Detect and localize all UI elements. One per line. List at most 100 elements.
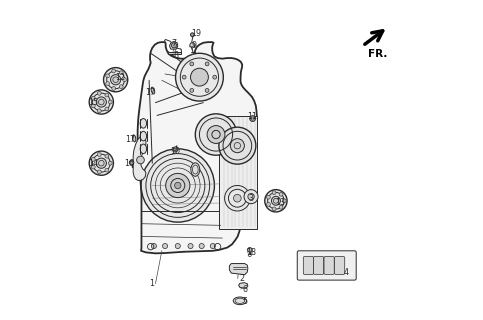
Circle shape [91,96,95,100]
Circle shape [182,75,186,79]
Circle shape [166,173,190,197]
Circle shape [111,75,121,85]
Circle shape [96,97,106,107]
Text: 6: 6 [242,284,247,293]
Polygon shape [170,42,178,49]
Circle shape [129,160,134,165]
FancyBboxPatch shape [335,257,345,274]
Text: FR.: FR. [369,49,388,59]
Circle shape [279,192,283,196]
Circle shape [282,199,286,203]
Circle shape [219,127,256,164]
Circle shape [234,195,241,202]
Text: 10: 10 [170,147,181,156]
Circle shape [171,43,176,48]
Circle shape [174,182,181,189]
Ellipse shape [191,163,200,176]
Circle shape [112,69,115,73]
Ellipse shape [233,297,247,305]
Circle shape [188,244,193,249]
Circle shape [267,195,270,199]
Circle shape [162,244,168,249]
Text: 17: 17 [145,88,155,97]
Circle shape [91,104,95,108]
Polygon shape [133,136,146,180]
Circle shape [271,196,280,205]
Circle shape [96,158,106,168]
Polygon shape [219,116,257,228]
Circle shape [108,100,112,104]
Circle shape [272,207,276,211]
Circle shape [207,125,225,143]
Circle shape [91,157,95,161]
Text: 18: 18 [246,248,256,257]
Circle shape [89,151,114,175]
Circle shape [141,149,214,222]
Circle shape [205,89,209,92]
Ellipse shape [132,135,136,142]
Circle shape [250,116,256,122]
Text: 13: 13 [275,197,285,206]
Circle shape [175,244,180,249]
Circle shape [112,86,115,90]
Text: 15: 15 [88,98,99,107]
Text: 16: 16 [124,159,134,168]
Circle shape [248,248,252,252]
Circle shape [119,71,123,75]
Circle shape [190,62,194,66]
Ellipse shape [151,87,155,94]
Circle shape [199,244,204,249]
Text: 2: 2 [239,274,244,283]
Circle shape [108,161,112,165]
Circle shape [98,153,101,156]
FancyBboxPatch shape [297,251,356,280]
Circle shape [230,139,244,153]
Circle shape [103,68,128,92]
Ellipse shape [140,131,146,141]
Circle shape [91,165,95,169]
Circle shape [98,92,101,95]
Text: 3: 3 [249,194,254,204]
FancyBboxPatch shape [324,257,334,274]
FancyBboxPatch shape [303,257,313,274]
Circle shape [190,33,194,37]
Text: 14: 14 [88,159,99,168]
Text: 9: 9 [192,41,197,51]
Circle shape [173,147,178,152]
Polygon shape [138,42,257,253]
Circle shape [210,244,215,249]
Circle shape [190,68,208,86]
Text: 4: 4 [343,268,349,277]
FancyBboxPatch shape [313,257,324,274]
Ellipse shape [140,119,146,128]
Circle shape [265,190,287,212]
Circle shape [105,107,109,111]
Polygon shape [190,43,195,47]
Circle shape [105,154,109,158]
Circle shape [119,85,123,89]
Circle shape [248,194,254,200]
Circle shape [195,114,237,155]
Circle shape [175,53,223,101]
Circle shape [89,90,114,114]
Text: 1: 1 [149,279,154,288]
Circle shape [106,74,110,78]
Circle shape [272,191,276,195]
Circle shape [105,168,109,172]
Circle shape [106,82,110,85]
Circle shape [205,62,209,66]
Polygon shape [168,52,181,54]
Circle shape [267,203,270,206]
Circle shape [98,170,101,174]
Ellipse shape [140,144,146,154]
Circle shape [225,186,250,211]
Text: 12: 12 [115,73,125,82]
Text: 19: 19 [191,29,201,38]
Text: 5: 5 [242,297,247,306]
Circle shape [151,244,156,249]
Circle shape [137,156,144,164]
Circle shape [123,78,127,82]
Polygon shape [229,264,248,275]
Text: 7: 7 [171,39,176,48]
Circle shape [98,109,101,113]
